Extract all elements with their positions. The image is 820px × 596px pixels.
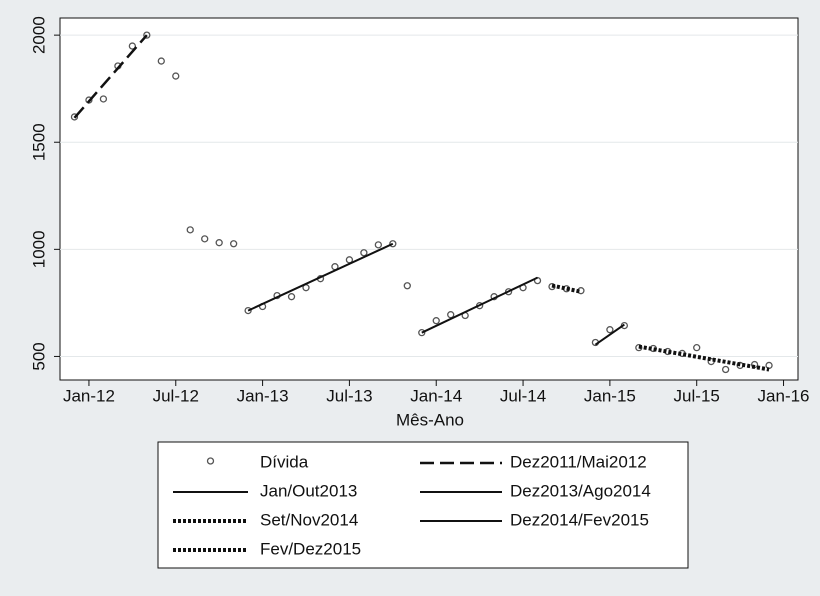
data-point [389, 240, 397, 248]
fit-line [594, 323, 625, 346]
data-point [635, 344, 643, 352]
x-axis-title: Mês-Ano [396, 410, 464, 429]
data-point [143, 31, 151, 39]
fit-line [638, 344, 770, 372]
x-tick-label: Jan-16 [758, 386, 810, 405]
data-point [201, 235, 209, 243]
y-tick-label: 1000 [29, 230, 48, 268]
data-point [533, 276, 542, 285]
legend-label: Set/Nov2014 [260, 510, 358, 529]
data-point [418, 329, 426, 337]
y-tick-label: 500 [29, 342, 48, 370]
y-tick-label: 2000 [29, 16, 48, 54]
legend-label: Fev/Dez2015 [260, 539, 361, 558]
data-point [244, 306, 252, 315]
data-point [99, 95, 108, 103]
fit-line [73, 34, 148, 119]
data-point [360, 249, 368, 257]
legend-symbol [206, 457, 215, 465]
legend-label: Dez2013/Ago2014 [510, 481, 651, 500]
x-tick-label: Jan-15 [584, 386, 636, 405]
legend-label: Jan/Out2013 [260, 481, 357, 500]
x-tick-label: Jan-12 [63, 386, 115, 405]
data-point [229, 240, 238, 248]
legend-label: Dez2011/Mai2012 [510, 452, 647, 471]
x-tick-label: Jan-13 [237, 386, 289, 405]
legend-label: Dez2014/Fev2015 [510, 510, 649, 529]
data-point [287, 293, 296, 301]
data-point [432, 317, 440, 325]
data-point [403, 282, 411, 290]
y-tick-label: 1500 [29, 123, 48, 161]
fit-line [247, 242, 394, 312]
data-point [447, 311, 455, 319]
data-point [215, 239, 223, 247]
x-tick-label: Jul-14 [500, 386, 546, 405]
data-point [548, 282, 556, 291]
data-point [70, 113, 79, 121]
data-point [157, 57, 165, 65]
x-tick-label: Jul-13 [326, 386, 372, 405]
x-tick-label: Jul-12 [153, 386, 199, 405]
data-point [721, 365, 730, 374]
legend-label: Dívida [260, 452, 309, 471]
x-tick-label: Jan-14 [410, 386, 462, 405]
x-tick-label: Jul-15 [674, 386, 720, 405]
plot-area [59, 17, 799, 381]
data-point [693, 344, 701, 352]
data-point [374, 241, 383, 249]
fit-line [421, 276, 538, 334]
data-point [606, 326, 614, 334]
data-point [128, 42, 137, 50]
data-point [186, 226, 194, 234]
data-point [172, 72, 180, 80]
